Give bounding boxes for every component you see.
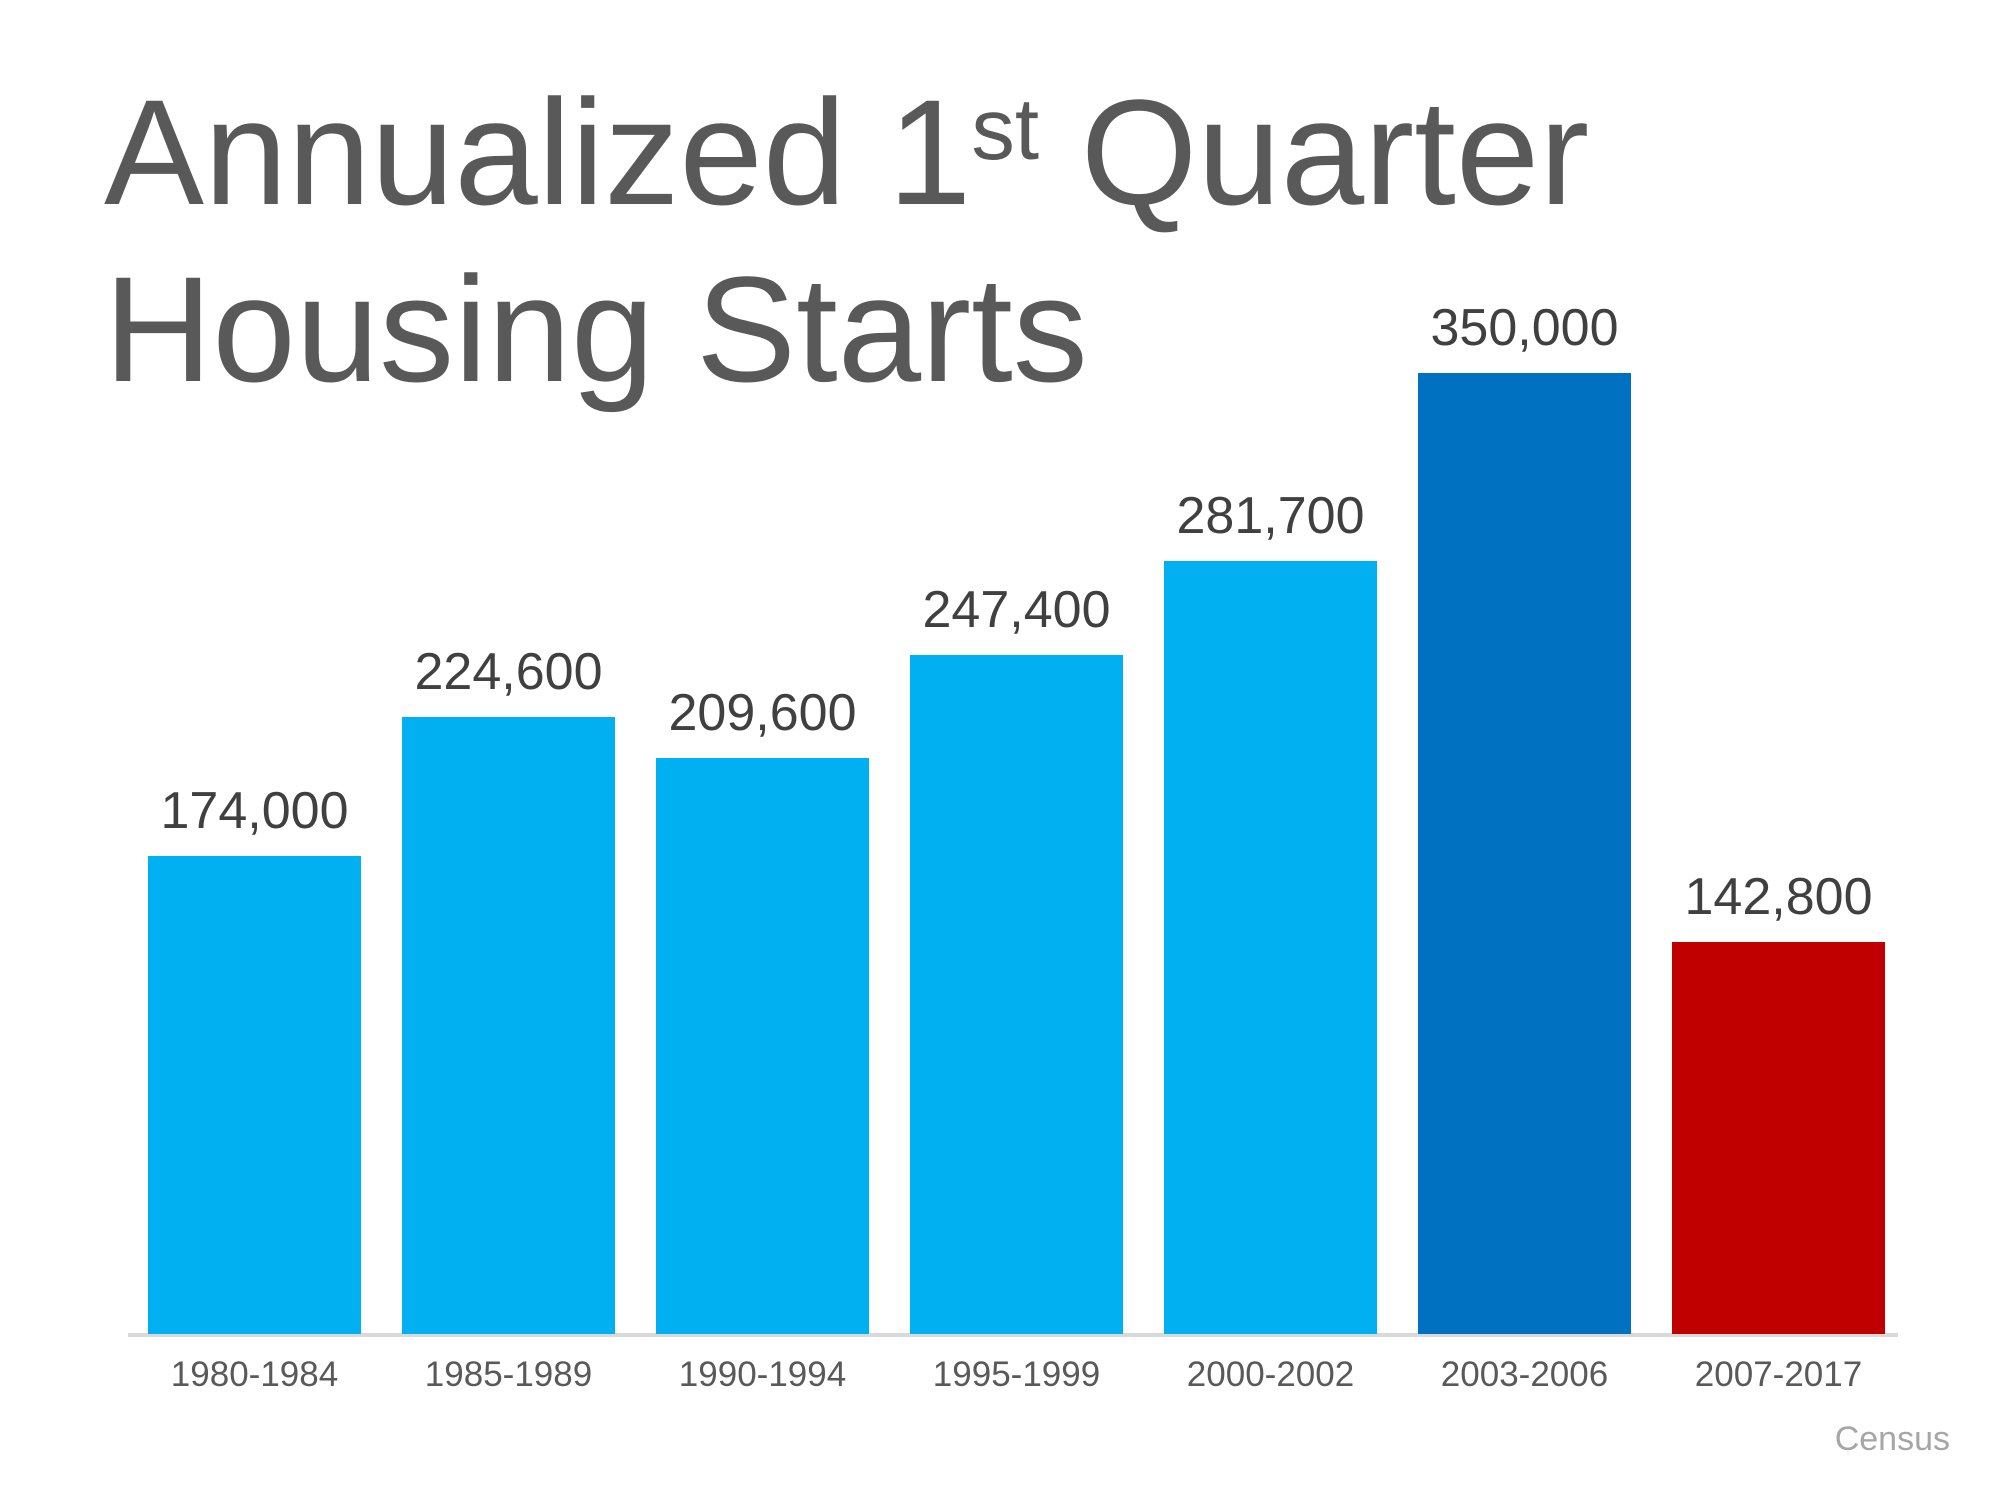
- bar-2000-2002: [1164, 561, 1377, 1334]
- bar-2007-2017: [1672, 942, 1885, 1334]
- x-axis-label: 2000-2002: [1186, 1355, 1355, 1394]
- x-axis-label: 1980-1984: [170, 1355, 339, 1394]
- bar-value-label: 209,600: [668, 684, 857, 743]
- bar-value-label: 224,600: [414, 643, 603, 702]
- chart-title-line1: Annualized 1st Quarter: [104, 68, 1589, 236]
- x-axis-label: 2003-2006: [1440, 1355, 1609, 1394]
- source-label: Census: [1834, 1420, 1950, 1458]
- bar-value-label: 174,000: [160, 782, 349, 841]
- bar-1995-1999: [910, 655, 1123, 1334]
- bar-value-label: 247,400: [922, 581, 1111, 640]
- title-text-prefix: Annualized 1: [104, 68, 972, 236]
- bar-1990-1994: [656, 758, 869, 1334]
- x-axis-label: 1985-1989: [424, 1355, 593, 1394]
- bar-value-label: 350,000: [1430, 299, 1619, 358]
- x-axis-line: [128, 1333, 1898, 1337]
- x-axis-label: 1990-1994: [678, 1355, 847, 1394]
- title-superscript: st: [971, 80, 1040, 178]
- bar-1980-1984: [148, 856, 361, 1334]
- title-text-suffix: Quarter: [1039, 68, 1590, 236]
- bar-1985-1989: [402, 717, 615, 1334]
- bar-value-label: 142,800: [1684, 868, 1873, 927]
- bar-value-label: 281,700: [1176, 487, 1365, 546]
- chart-title-line2: Housing Starts: [104, 245, 1088, 413]
- x-axis-label: 2007-2017: [1694, 1355, 1863, 1394]
- bar-2003-2006: [1418, 373, 1631, 1334]
- x-axis-label: 1995-1999: [932, 1355, 1101, 1394]
- chart-title: Annualized 1st Quarter Housing Starts: [104, 64, 1589, 418]
